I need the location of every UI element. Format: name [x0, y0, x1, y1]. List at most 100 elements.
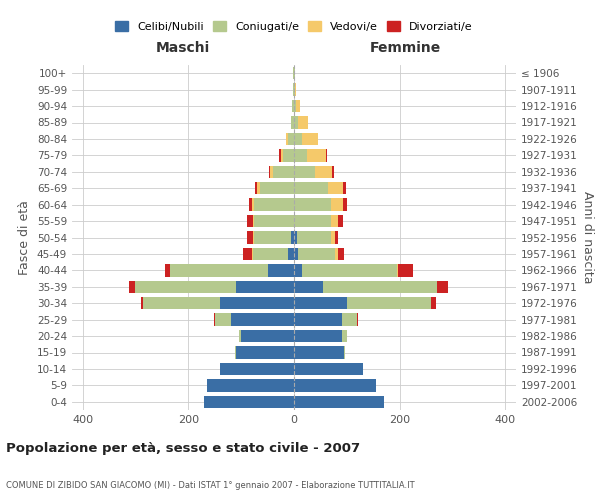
Bar — [294, 198, 331, 211]
Bar — [287, 133, 294, 145]
Bar — [302, 264, 397, 276]
Bar — [294, 133, 302, 145]
Bar — [252, 248, 253, 260]
Bar — [287, 248, 294, 260]
Bar — [239, 330, 241, 342]
Bar — [273, 166, 294, 178]
Bar — [323, 280, 437, 293]
Bar — [295, 84, 296, 96]
Bar — [164, 264, 170, 276]
Bar — [343, 198, 347, 211]
Bar — [220, 297, 294, 310]
Bar — [204, 396, 294, 408]
Bar — [294, 100, 296, 112]
Bar — [292, 116, 294, 128]
Text: COMUNE DI ZIBIDO SAN GIACOMO (MI) - Dati ISTAT 1° gennaio 2007 - Elaborazione TU: COMUNE DI ZIBIDO SAN GIACOMO (MI) - Dati… — [6, 481, 415, 490]
Bar — [243, 248, 252, 260]
Bar — [268, 264, 294, 276]
Bar — [294, 346, 344, 358]
Y-axis label: Fasce di età: Fasce di età — [19, 200, 31, 275]
Bar — [279, 149, 281, 162]
Text: Maschi: Maschi — [156, 41, 210, 55]
Bar — [136, 280, 236, 293]
Bar — [230, 314, 294, 326]
Bar — [294, 215, 331, 227]
Bar — [398, 264, 413, 276]
Bar — [338, 215, 343, 227]
Bar — [335, 248, 338, 260]
Bar — [270, 166, 273, 178]
Bar — [257, 182, 260, 194]
Bar — [294, 379, 376, 392]
Text: Popolazione per età, sesso e stato civile - 2007: Popolazione per età, sesso e stato civil… — [6, 442, 360, 455]
Y-axis label: Anni di nascita: Anni di nascita — [581, 191, 594, 284]
Bar — [260, 182, 294, 194]
Bar — [294, 396, 384, 408]
Bar — [220, 363, 294, 375]
Bar — [255, 182, 257, 194]
Bar — [253, 215, 254, 227]
Bar — [344, 346, 345, 358]
Bar — [338, 248, 344, 260]
Bar — [214, 314, 215, 326]
Bar — [341, 314, 358, 326]
Bar — [247, 215, 253, 227]
Bar — [252, 198, 254, 211]
Bar — [294, 297, 347, 310]
Bar — [343, 182, 346, 194]
Bar — [294, 280, 323, 293]
Bar — [253, 248, 287, 260]
Bar — [294, 330, 341, 342]
Bar — [215, 314, 230, 326]
Bar — [254, 215, 294, 227]
Bar — [294, 166, 315, 178]
Legend: Celibi/Nubili, Coniugati/e, Vedovi/e, Divorziati/e: Celibi/Nubili, Coniugati/e, Vedovi/e, Di… — [111, 16, 477, 36]
Bar — [143, 297, 220, 310]
Bar — [141, 297, 143, 310]
Bar — [235, 346, 236, 358]
Bar — [236, 346, 294, 358]
Bar — [269, 166, 270, 178]
Bar — [283, 149, 294, 162]
Bar — [331, 198, 343, 211]
Bar — [298, 248, 335, 260]
Bar — [292, 100, 294, 112]
Bar — [298, 116, 308, 128]
Bar — [332, 166, 334, 178]
Bar — [294, 363, 363, 375]
Bar — [170, 264, 268, 276]
Bar — [437, 280, 448, 293]
Bar — [331, 215, 338, 227]
Bar — [294, 314, 341, 326]
Bar — [294, 116, 298, 128]
Text: Femmine: Femmine — [370, 41, 440, 55]
Bar — [328, 182, 343, 194]
Bar — [347, 297, 431, 310]
Bar — [331, 232, 335, 243]
Bar — [253, 232, 254, 243]
Bar — [335, 232, 338, 243]
Bar — [296, 100, 300, 112]
Bar — [236, 280, 294, 293]
Bar — [241, 330, 294, 342]
Bar — [207, 379, 294, 392]
Bar — [294, 264, 302, 276]
Bar — [292, 232, 294, 243]
Bar — [247, 232, 253, 243]
Bar — [294, 248, 298, 260]
Bar — [326, 149, 328, 162]
Bar — [281, 149, 283, 162]
Bar — [397, 264, 398, 276]
Bar — [294, 182, 328, 194]
Bar — [254, 198, 294, 211]
Bar — [286, 133, 287, 145]
Bar — [294, 232, 296, 243]
Bar — [294, 149, 307, 162]
Bar — [254, 232, 292, 243]
Bar — [315, 166, 332, 178]
Bar — [296, 232, 331, 243]
Bar — [129, 280, 136, 293]
Bar — [249, 198, 252, 211]
Bar — [341, 330, 347, 342]
Bar — [431, 297, 436, 310]
